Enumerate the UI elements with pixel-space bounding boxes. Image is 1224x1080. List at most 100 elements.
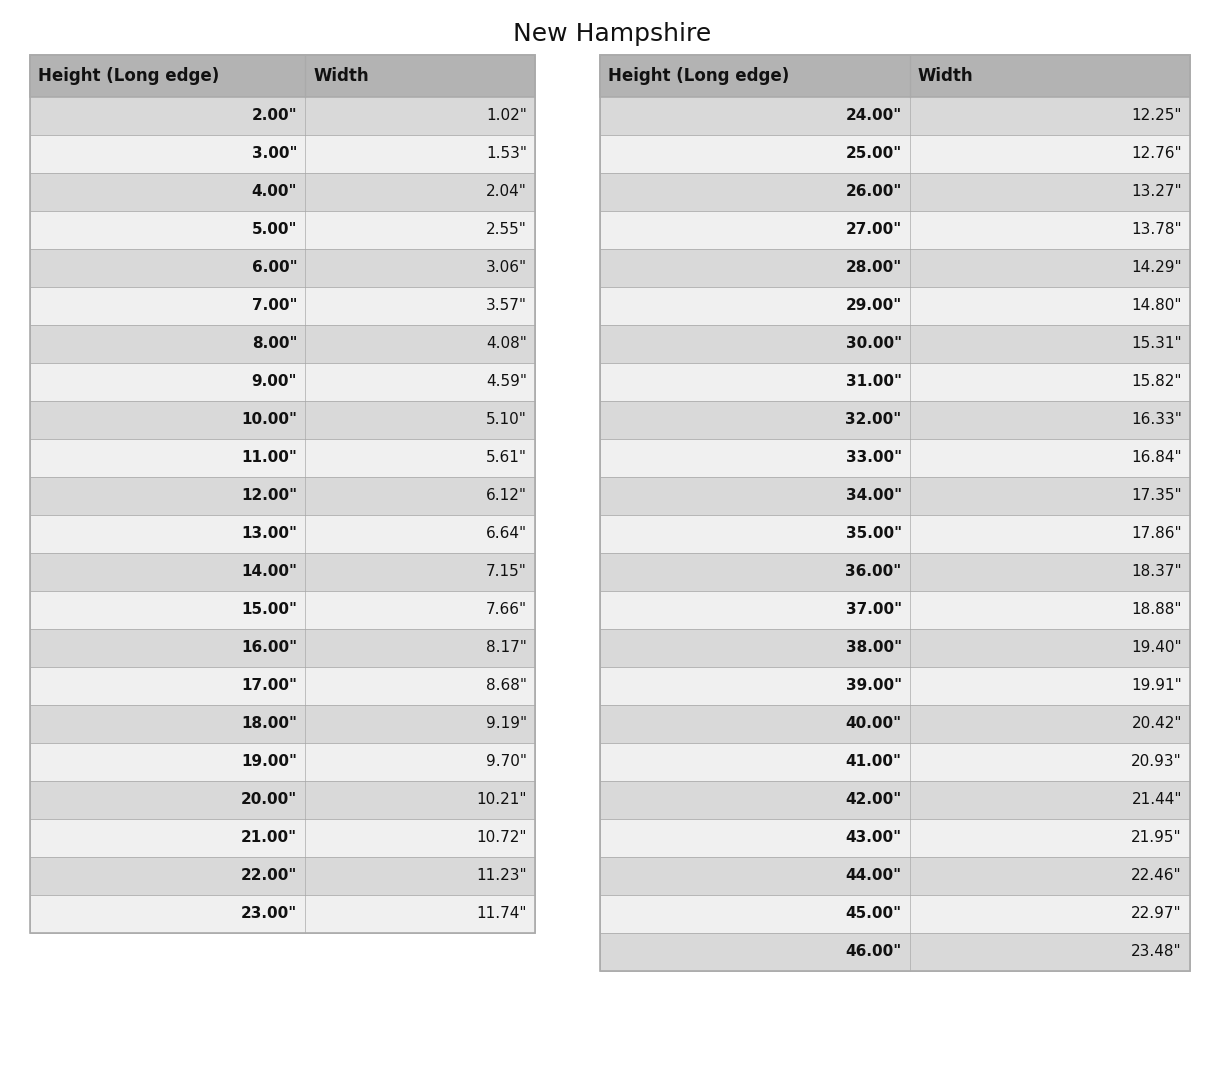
Text: 4.00": 4.00"	[252, 185, 297, 200]
Text: 35.00": 35.00"	[846, 526, 902, 541]
Text: 34.00": 34.00"	[846, 488, 902, 503]
Bar	[600, 629, 1190, 667]
Text: 20.00": 20.00"	[241, 793, 297, 808]
Text: 33.00": 33.00"	[846, 450, 902, 465]
Bar	[31, 135, 535, 173]
Text: 10.21": 10.21"	[476, 793, 528, 808]
Text: 7.00": 7.00"	[252, 298, 297, 313]
Text: 26.00": 26.00"	[846, 185, 902, 200]
Bar	[600, 743, 1190, 781]
Bar	[600, 819, 1190, 858]
Bar	[31, 819, 535, 858]
Bar	[31, 173, 535, 211]
Text: 16.84": 16.84"	[1131, 450, 1182, 465]
Text: 14.00": 14.00"	[241, 565, 297, 580]
Text: 18.88": 18.88"	[1131, 603, 1182, 618]
Bar	[31, 363, 535, 401]
Text: 9.70": 9.70"	[486, 755, 528, 769]
Bar	[600, 55, 1190, 97]
Text: 25.00": 25.00"	[846, 147, 902, 162]
Text: 14.29": 14.29"	[1131, 260, 1182, 275]
Bar	[31, 211, 535, 249]
Text: 27.00": 27.00"	[846, 222, 902, 238]
Text: 14.80": 14.80"	[1131, 298, 1182, 313]
Text: 11.74": 11.74"	[476, 906, 528, 921]
Bar	[600, 553, 1190, 591]
Text: 46.00": 46.00"	[846, 945, 902, 959]
Bar	[600, 438, 1190, 477]
Bar	[31, 515, 535, 553]
Text: 1.53": 1.53"	[486, 147, 528, 162]
Text: 43.00": 43.00"	[846, 831, 902, 846]
Text: 19.91": 19.91"	[1131, 678, 1182, 693]
Text: 32.00": 32.00"	[846, 413, 902, 428]
Bar	[600, 933, 1190, 971]
Text: 7.15": 7.15"	[486, 565, 528, 580]
Text: 30.00": 30.00"	[846, 337, 902, 351]
Bar	[600, 515, 1190, 553]
Text: 9.00": 9.00"	[252, 375, 297, 390]
Bar	[31, 287, 535, 325]
Text: 12.76": 12.76"	[1131, 147, 1182, 162]
Bar	[600, 895, 1190, 933]
Text: 38.00": 38.00"	[846, 640, 902, 656]
Text: 21.44": 21.44"	[1131, 793, 1182, 808]
Text: 7.66": 7.66"	[486, 603, 528, 618]
Bar	[600, 477, 1190, 515]
Bar	[600, 325, 1190, 363]
Text: 5.10": 5.10"	[486, 413, 528, 428]
Text: 15.82": 15.82"	[1131, 375, 1182, 390]
Text: 21.95": 21.95"	[1131, 831, 1182, 846]
Text: 17.86": 17.86"	[1131, 526, 1182, 541]
Text: 13.00": 13.00"	[241, 526, 297, 541]
Text: 6.64": 6.64"	[486, 526, 528, 541]
Text: 3.06": 3.06"	[486, 260, 528, 275]
Text: 4.59": 4.59"	[486, 375, 528, 390]
Text: 36.00": 36.00"	[846, 565, 902, 580]
Bar	[600, 211, 1190, 249]
Text: 8.17": 8.17"	[486, 640, 528, 656]
Text: 13.27": 13.27"	[1131, 185, 1182, 200]
Bar	[31, 667, 535, 705]
Bar	[31, 325, 535, 363]
Text: 11.23": 11.23"	[476, 868, 528, 883]
Text: Height (Long edge): Height (Long edge)	[38, 67, 219, 85]
Bar	[600, 363, 1190, 401]
Bar	[31, 401, 535, 438]
Text: 3.00": 3.00"	[252, 147, 297, 162]
Text: 17.35": 17.35"	[1131, 488, 1182, 503]
Bar	[31, 477, 535, 515]
Text: 24.00": 24.00"	[846, 108, 902, 123]
Text: 10.00": 10.00"	[241, 413, 297, 428]
Text: 2.55": 2.55"	[486, 222, 528, 238]
Text: 16.00": 16.00"	[241, 640, 297, 656]
Bar	[600, 858, 1190, 895]
Bar	[600, 135, 1190, 173]
Bar	[600, 287, 1190, 325]
Text: 23.00": 23.00"	[241, 906, 297, 921]
Text: 12.25": 12.25"	[1131, 108, 1182, 123]
Text: 4.08": 4.08"	[486, 337, 528, 351]
Bar	[600, 401, 1190, 438]
Text: 8.68": 8.68"	[486, 678, 528, 693]
Text: 15.31": 15.31"	[1131, 337, 1182, 351]
Text: 10.72": 10.72"	[476, 831, 528, 846]
Text: 6.12": 6.12"	[486, 488, 528, 503]
Bar	[31, 249, 535, 287]
Text: 37.00": 37.00"	[846, 603, 902, 618]
Bar	[600, 97, 1190, 135]
Text: 12.00": 12.00"	[241, 488, 297, 503]
Text: 19.40": 19.40"	[1131, 640, 1182, 656]
Text: 28.00": 28.00"	[846, 260, 902, 275]
Bar	[31, 705, 535, 743]
Text: 5.61": 5.61"	[486, 450, 528, 465]
Bar	[31, 55, 535, 933]
Text: 20.93": 20.93"	[1131, 755, 1182, 769]
Bar	[600, 173, 1190, 211]
Text: 17.00": 17.00"	[241, 678, 297, 693]
Text: 41.00": 41.00"	[846, 755, 902, 769]
Text: Width: Width	[918, 67, 973, 85]
Text: 42.00": 42.00"	[846, 793, 902, 808]
Text: Height (Long edge): Height (Long edge)	[608, 67, 789, 85]
Text: 2.04": 2.04"	[486, 185, 528, 200]
